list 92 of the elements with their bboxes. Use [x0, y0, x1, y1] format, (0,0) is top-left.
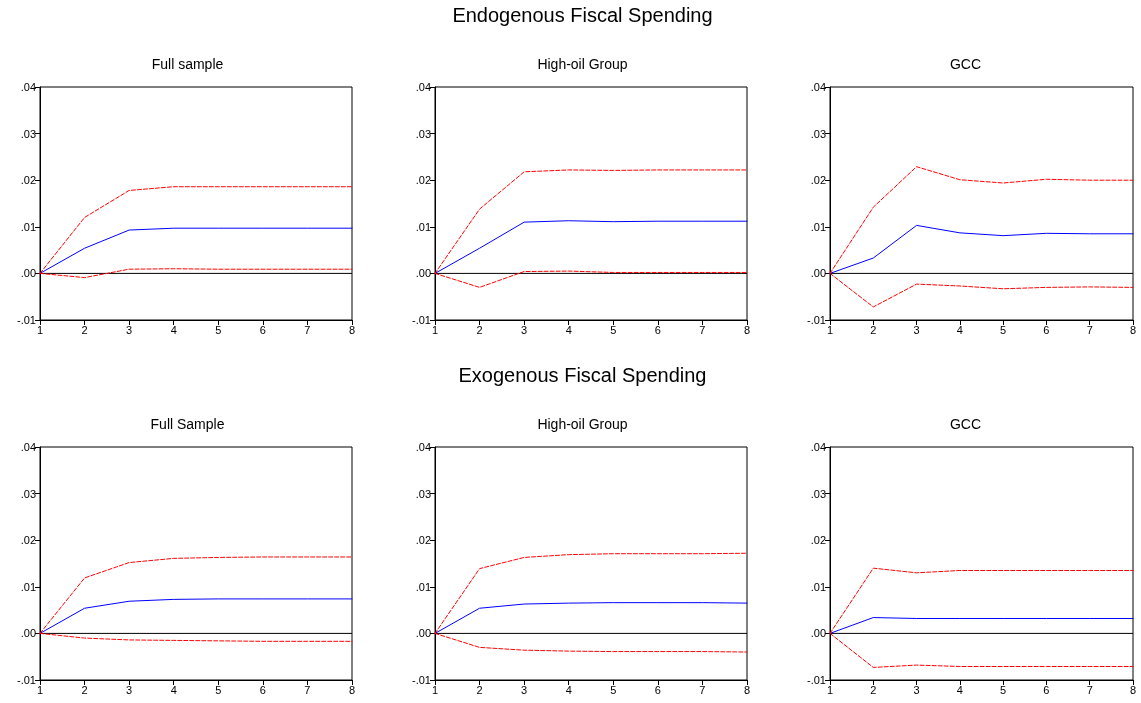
x-tick-label: 6	[1043, 683, 1050, 696]
y-tick-label: .02	[415, 174, 431, 187]
y-tick-label: .03	[810, 127, 826, 140]
x-tick-label: 3	[913, 683, 920, 696]
y-tick-label: .03	[20, 487, 36, 500]
x-tick-label: 4	[170, 323, 177, 336]
x-tick-label: 8	[743, 323, 751, 336]
x-tick-label: 8	[1129, 683, 1137, 696]
x-tick-label: 5	[610, 323, 617, 336]
x-tick-label: 5	[1000, 683, 1007, 696]
x-tick-label: 6	[259, 323, 266, 336]
x-tick-label: 5	[215, 683, 222, 696]
x-tick-label: 2	[81, 683, 88, 696]
y-tick-label: .01	[20, 580, 36, 593]
x-tick-label: 6	[259, 683, 266, 696]
text: Exogenous Fiscal Spending	[458, 364, 707, 386]
y-tick-label: .00	[20, 267, 36, 280]
y-tick-label: -.01	[807, 314, 826, 326]
y-tick-label: .03	[810, 487, 826, 500]
text: Endogenous Fiscal Spending	[452, 4, 713, 26]
y-tick-label: .00	[415, 267, 431, 280]
x-tick-label: 8	[348, 323, 356, 336]
y-tick-label: .04	[415, 81, 431, 93]
x-tick-label: 2	[476, 683, 483, 696]
chart-title: Full Sample	[150, 416, 225, 432]
x-tick-label: 3	[126, 323, 133, 336]
x-tick-label: 7	[1086, 683, 1093, 696]
y-tick-label: .04	[20, 81, 36, 93]
x-tick-label: 3	[913, 323, 920, 336]
x-tick-label: 6	[654, 323, 661, 336]
x-tick-label: 5	[610, 683, 617, 696]
y-tick-label: .03	[415, 487, 431, 500]
x-tick-label: 1	[826, 683, 834, 696]
x-tick-label: 3	[521, 683, 528, 696]
x-tick-label: 8	[348, 683, 356, 696]
chart-title: GCC	[949, 416, 982, 432]
y-tick-label: .00	[20, 627, 36, 640]
x-tick-label: 4	[170, 683, 177, 696]
x-tick-label: 3	[126, 683, 133, 696]
x-tick-label: 7	[1086, 323, 1093, 336]
x-tick-label: 5	[1000, 323, 1007, 336]
x-tick-label: 6	[1043, 323, 1050, 336]
y-tick-label: -.01	[807, 674, 826, 686]
y-tick-label: .01	[810, 580, 826, 593]
x-tick-label: 2	[476, 323, 483, 336]
y-tick-label: .04	[810, 81, 826, 93]
x-tick-label: 5	[215, 323, 222, 336]
x-tick-label: 2	[870, 323, 877, 336]
x-tick-label: 8	[743, 683, 751, 696]
y-tick-label: .04	[20, 441, 36, 453]
x-tick-label: 4	[565, 683, 572, 696]
x-tick-label: 1	[431, 683, 439, 696]
y-tick-label: -.01	[412, 674, 431, 686]
y-tick-label: -.01	[17, 674, 36, 686]
chart-title: High-oil Group	[537, 416, 628, 432]
x-tick-label: 2	[81, 323, 88, 336]
y-tick-label: .02	[810, 534, 826, 547]
x-tick-label: 1	[826, 323, 834, 336]
y-tick-label: .00	[810, 627, 826, 640]
y-tick-label: .02	[810, 174, 826, 187]
y-tick-label: .01	[415, 220, 431, 233]
y-tick-label: .00	[810, 267, 826, 280]
y-tick-label: -.01	[17, 314, 36, 326]
x-tick-label: 7	[304, 323, 311, 336]
y-tick-label: .02	[415, 534, 431, 547]
y-tick-label: .02	[20, 174, 36, 187]
x-tick-label: 1	[431, 323, 439, 336]
x-tick-label: 1	[36, 683, 44, 696]
x-tick-label: 3	[521, 323, 528, 336]
y-tick-label: .04	[810, 441, 826, 453]
x-tick-label: 7	[699, 683, 706, 696]
x-tick-label: 2	[870, 683, 877, 696]
y-tick-label: .02	[20, 534, 36, 547]
x-tick-label: 7	[304, 683, 311, 696]
y-tick-label: .00	[415, 627, 431, 640]
x-tick-label: 4	[956, 683, 963, 696]
y-tick-label: .01	[810, 220, 826, 233]
chart-title: High-oil Group	[537, 56, 628, 72]
y-tick-label: -.01	[412, 314, 431, 326]
y-tick-label: .01	[20, 220, 36, 233]
y-tick-label: .04	[415, 441, 431, 453]
x-tick-label: 1	[36, 323, 44, 336]
x-tick-label: 7	[699, 323, 706, 336]
x-tick-label: 4	[956, 323, 963, 336]
y-tick-label: .01	[415, 580, 431, 593]
chart-title: GCC	[949, 56, 982, 72]
y-tick-label: .03	[415, 127, 431, 140]
x-tick-label: 8	[1129, 323, 1137, 336]
chart-title: Full sample	[151, 56, 224, 72]
y-tick-label: .03	[20, 127, 36, 140]
x-tick-label: 6	[654, 683, 661, 696]
x-tick-label: 4	[565, 323, 572, 336]
